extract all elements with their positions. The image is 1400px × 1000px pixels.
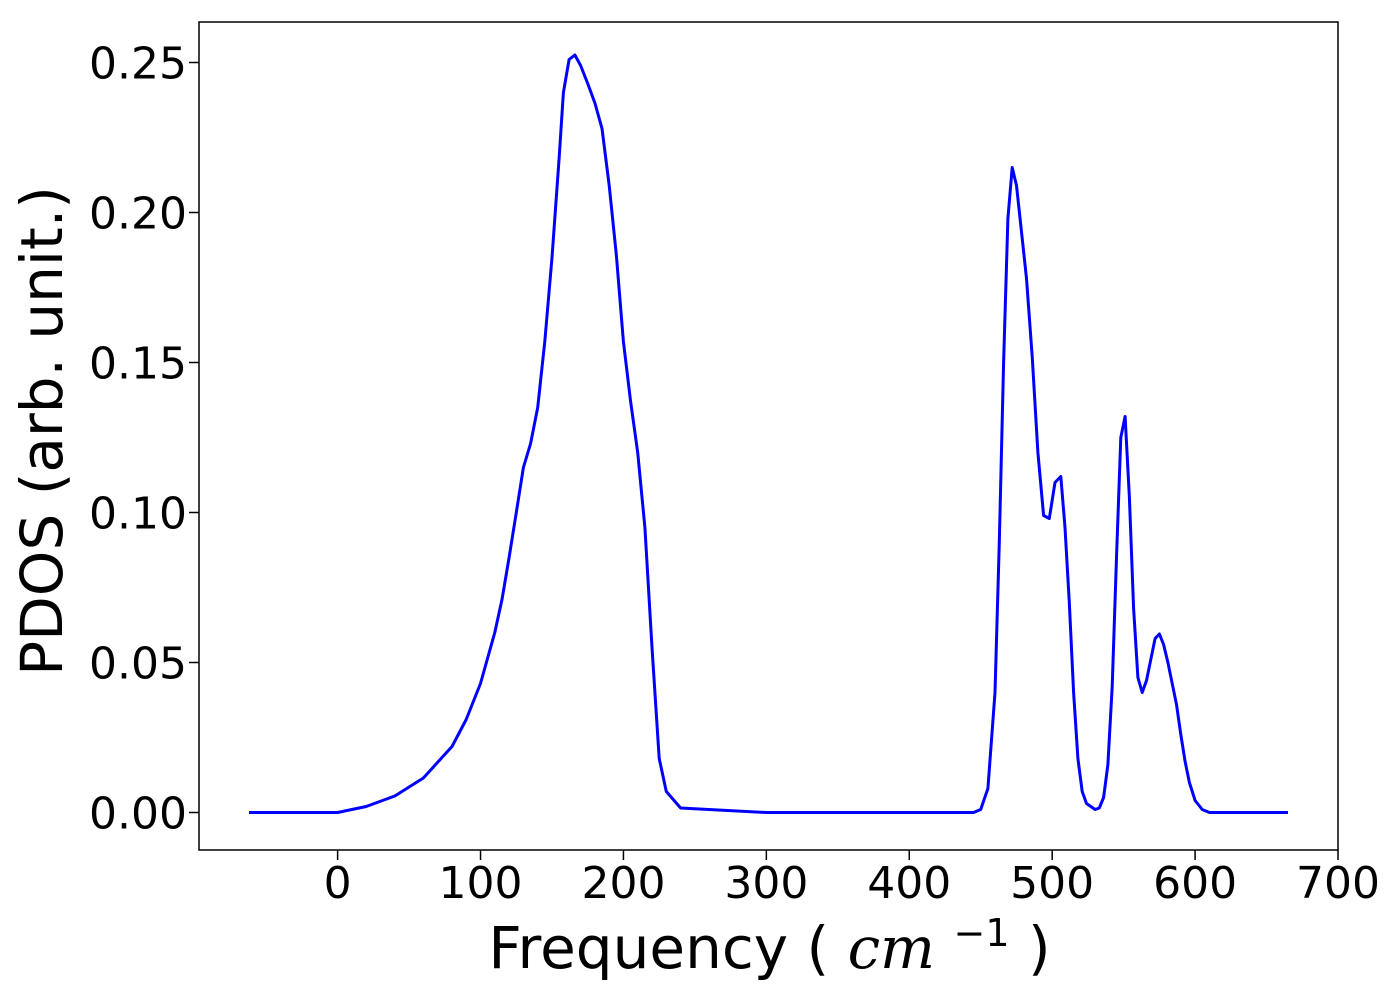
x-tick-label: 400	[867, 858, 951, 909]
y-tick-label: 0.15	[89, 339, 187, 390]
x-axis-unit-exponent: −1	[953, 911, 1009, 955]
x-axis-title: Frequency ( cm −1 )	[488, 911, 1050, 982]
y-tick-label: 0.05	[89, 639, 187, 690]
x-tick-label: 500	[1010, 858, 1094, 909]
y-axis: 0.00 0.05 0.10 0.15 0.20 0.25	[89, 39, 199, 840]
axes-frame	[198, 21, 1339, 851]
x-axis-unit-open: (	[806, 914, 829, 982]
y-tick-label: 0.25	[89, 39, 187, 90]
y-tick-label: 0.20	[89, 189, 187, 240]
x-tick-label: 100	[439, 858, 523, 909]
x-axis-unit-close: )	[1028, 914, 1051, 982]
y-tick-label: 0.00	[89, 789, 187, 840]
x-axis: 0 100 200 300 400 500 600 700	[324, 850, 1380, 909]
y-tick-label: 0.10	[89, 489, 187, 540]
x-tick-label: 700	[1296, 858, 1380, 909]
x-tick-label: 600	[1153, 858, 1237, 909]
x-axis-title-text: Frequency	[488, 914, 788, 982]
plot-area	[249, 53, 1288, 814]
x-tick-label: 200	[581, 858, 665, 909]
y-axis-title: PDOS (arb. unit.)	[8, 186, 76, 676]
x-axis-unit-base: cm	[848, 914, 935, 982]
x-tick-label: 0	[324, 858, 352, 909]
pdos-series-line	[249, 53, 1288, 814]
x-tick-label: 300	[724, 858, 808, 909]
